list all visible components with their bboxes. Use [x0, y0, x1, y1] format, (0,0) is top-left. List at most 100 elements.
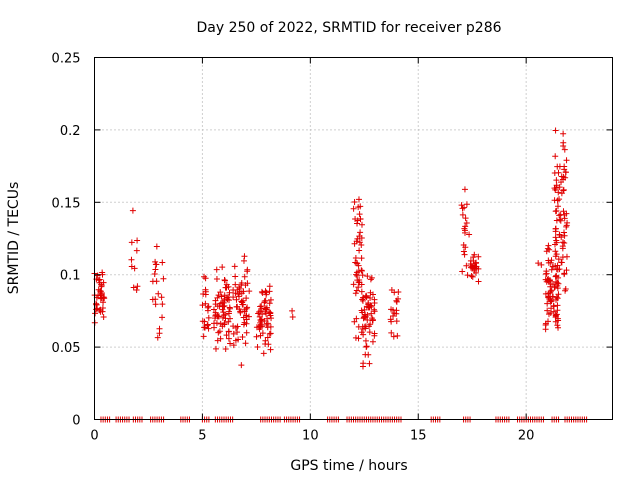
data-point — [134, 283, 141, 290]
data-point — [254, 343, 261, 350]
data-point — [558, 190, 565, 197]
data-point — [554, 315, 561, 322]
data-point — [232, 281, 239, 288]
data-point — [131, 265, 138, 272]
data-point — [369, 316, 376, 323]
data-point — [355, 335, 362, 342]
data-point — [222, 284, 229, 291]
data-point — [561, 215, 568, 222]
data-point — [355, 196, 362, 203]
x-tick-label: 5 — [198, 429, 206, 444]
data-point — [459, 211, 466, 218]
data-point — [552, 153, 559, 160]
data-point — [202, 288, 209, 295]
data-point — [552, 208, 559, 215]
data-point — [351, 318, 358, 325]
data-point — [159, 259, 166, 266]
data-point — [267, 330, 274, 337]
data-point — [356, 233, 363, 240]
data-point — [552, 225, 559, 232]
data-point — [226, 305, 233, 312]
x-tick-label: 15 — [410, 429, 427, 444]
data-point — [542, 290, 549, 297]
data-point — [357, 216, 364, 223]
data-point — [458, 202, 465, 209]
data-point — [358, 288, 365, 295]
data-point — [559, 245, 566, 252]
data-point — [388, 329, 395, 336]
plot-frame — [94, 57, 613, 420]
data-point — [475, 278, 482, 285]
data-point — [542, 326, 549, 333]
data-point — [563, 223, 570, 230]
data-point — [553, 182, 560, 189]
data-point — [243, 320, 250, 327]
data-point — [552, 234, 559, 241]
data-point — [364, 273, 371, 280]
data-point — [129, 207, 136, 214]
data-point — [261, 305, 268, 312]
data-point — [352, 334, 359, 341]
data-point — [554, 163, 561, 170]
data-point — [367, 302, 374, 309]
data-point — [159, 314, 166, 321]
data-point — [561, 240, 568, 247]
data-point — [152, 266, 159, 273]
data-point — [555, 256, 562, 263]
data-point — [212, 345, 219, 352]
data-point — [466, 231, 473, 238]
data-point — [552, 248, 559, 255]
data-point — [268, 315, 275, 322]
data-point — [227, 315, 234, 322]
data-point — [232, 290, 239, 297]
data-point — [266, 300, 273, 307]
data-point — [100, 299, 107, 306]
data-point — [262, 337, 269, 344]
data-point — [241, 273, 248, 280]
data-point — [100, 313, 107, 320]
data-point — [554, 322, 561, 329]
data-point — [359, 297, 366, 304]
y-tick-label: 0 — [72, 414, 80, 429]
data-point — [459, 205, 466, 212]
data-point — [232, 337, 239, 344]
data-point — [468, 272, 475, 279]
data-point — [360, 360, 367, 367]
data-point — [359, 272, 366, 279]
data-point — [462, 215, 469, 222]
data-point — [352, 216, 359, 223]
data-point — [264, 315, 271, 322]
data-point — [552, 127, 559, 134]
data-point — [550, 308, 557, 315]
data-point — [227, 340, 234, 347]
data-point — [258, 288, 265, 295]
data-point — [253, 333, 260, 340]
data-point — [210, 306, 217, 313]
data-point — [390, 333, 397, 340]
data-point — [554, 285, 561, 292]
data-point — [234, 329, 241, 336]
data-point — [562, 287, 569, 294]
data-point — [240, 297, 247, 304]
data-point — [230, 342, 237, 349]
data-point — [225, 328, 232, 335]
data-point — [553, 177, 560, 184]
data-point — [219, 314, 226, 321]
data-point — [549, 281, 556, 288]
data-point — [365, 351, 372, 358]
data-point — [221, 276, 228, 283]
data-point — [387, 316, 394, 323]
data-point — [544, 300, 551, 307]
data-point — [547, 259, 554, 266]
data-point — [562, 169, 569, 176]
data-point — [559, 176, 566, 183]
data-point — [363, 292, 370, 299]
data-point — [98, 281, 105, 288]
data-point — [255, 310, 262, 317]
data-point — [231, 263, 238, 270]
data-point — [358, 242, 365, 249]
data-point — [561, 146, 568, 153]
data-point — [393, 297, 400, 304]
data-point — [243, 312, 250, 319]
data-point — [215, 292, 222, 299]
